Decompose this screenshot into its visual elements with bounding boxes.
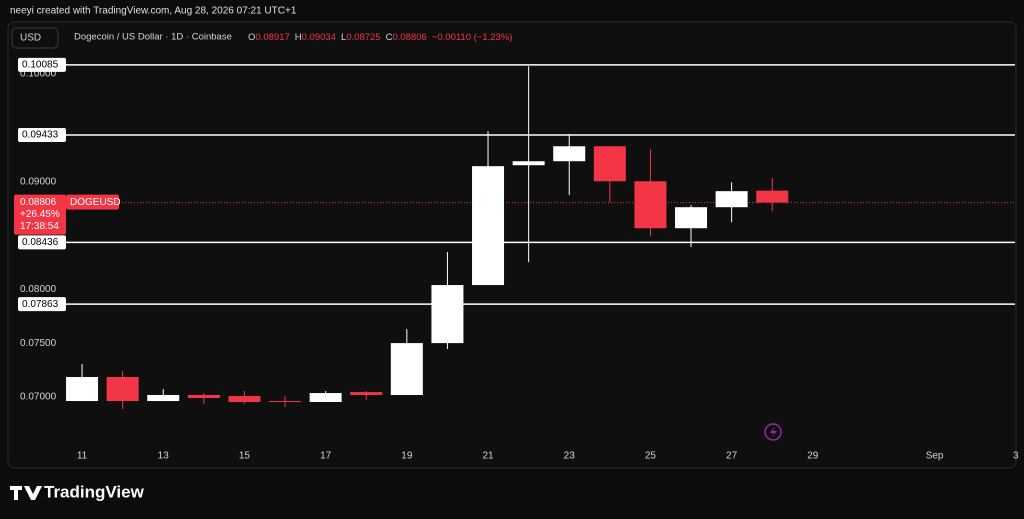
countdown-label: 17:38:54 xyxy=(20,221,59,232)
event-icon-bolt xyxy=(770,426,777,438)
candle-body xyxy=(553,146,586,162)
symbol-info: Dogecoin / US Dollar · 1D · Coinbase xyxy=(74,32,232,43)
candle-body xyxy=(634,181,667,229)
x-tick-label: 29 xyxy=(807,451,819,462)
level-label: 0.09433 xyxy=(22,130,59,141)
chart-title: neeyi created with TradingView.com, Aug … xyxy=(10,6,297,17)
candle-body xyxy=(593,146,626,182)
level-label-box xyxy=(18,57,66,72)
y-tick-label: 0.08000 xyxy=(20,284,57,295)
ohlc-letter: O xyxy=(248,32,255,43)
ohlc-legend: O0.08917 H0.09034 L0.08725 C0.08806 −0.00110… xyxy=(248,32,512,43)
x-tick-label: 19 xyxy=(401,451,413,462)
y-tick-label: 0.10000 xyxy=(20,69,57,80)
x-tick-label: 15 xyxy=(239,451,251,462)
event-icon[interactable] xyxy=(764,423,782,441)
level-label-box xyxy=(18,128,66,143)
last-change-label: +26.45% xyxy=(20,209,60,220)
candle-body xyxy=(66,377,99,402)
ohlc-change: −0.00110 (−1.23%) xyxy=(432,32,513,43)
plot-area: 0.07000 0.07500 0.08000 0.09000 0.100000.100… xyxy=(14,57,1015,409)
candle-body xyxy=(106,377,139,402)
ohlc-text: O0.08917 H0.09034 L0.08725 C0.08806 −0.00110… xyxy=(248,32,512,43)
x-tick-label: 21 xyxy=(482,451,494,462)
ohlc-letter: C xyxy=(386,32,393,43)
last-price-box xyxy=(14,194,66,235)
candle-body xyxy=(187,394,220,399)
currency-label: USD xyxy=(20,33,41,44)
last-price-label: 0.08806 xyxy=(20,197,57,208)
symbol-box xyxy=(66,194,119,210)
ohlc-letter: H xyxy=(295,32,302,43)
y-tick-label: 0.07500 xyxy=(20,338,57,349)
candle-body xyxy=(512,161,545,166)
level-label: 0.10085 xyxy=(22,59,59,70)
level-label: 0.08436 xyxy=(22,237,59,248)
level-label-box xyxy=(18,297,66,312)
candle-body xyxy=(228,396,261,402)
candle-body xyxy=(147,394,180,402)
candle-body xyxy=(309,393,342,402)
x-tick-label: 17 xyxy=(320,451,332,462)
candle-body xyxy=(390,343,423,395)
x-tick-label: 23 xyxy=(564,451,576,462)
x-tick-label: Sep xyxy=(926,451,944,462)
x-tick-label: 27 xyxy=(726,451,738,462)
y-tick-label: 0.07000 xyxy=(20,392,57,403)
ohlc-value: 0.08725 xyxy=(346,32,380,43)
x-tick-label: 3 xyxy=(1013,451,1019,462)
candle-body xyxy=(350,392,383,395)
candle-body xyxy=(431,285,464,344)
y-tick-label: 0.09000 xyxy=(20,176,57,187)
candle-body xyxy=(269,401,302,403)
chart-panel xyxy=(7,21,1017,469)
level-label: 0.07863 xyxy=(22,299,59,310)
candle-body xyxy=(715,191,748,208)
candle-body xyxy=(472,166,505,286)
x-tick-label: 13 xyxy=(158,451,170,462)
symbol-label: DOGEUSD xyxy=(70,197,121,208)
brand-logo xyxy=(10,486,42,500)
ohlc-letter: L xyxy=(341,32,346,43)
x-tick-label: 25 xyxy=(645,451,657,462)
level-label-box xyxy=(18,235,66,250)
currency-button[interactable] xyxy=(11,27,59,49)
ohlc-value: 0.09034 xyxy=(302,32,336,43)
brand-name: TradingView xyxy=(44,482,145,501)
ohlc-value: 0.08917 xyxy=(255,32,289,43)
candle-body xyxy=(756,190,789,203)
candle-body xyxy=(675,207,708,229)
ohlc-value: 0.08806 xyxy=(392,32,426,43)
x-tick-label: 11 xyxy=(77,451,88,462)
